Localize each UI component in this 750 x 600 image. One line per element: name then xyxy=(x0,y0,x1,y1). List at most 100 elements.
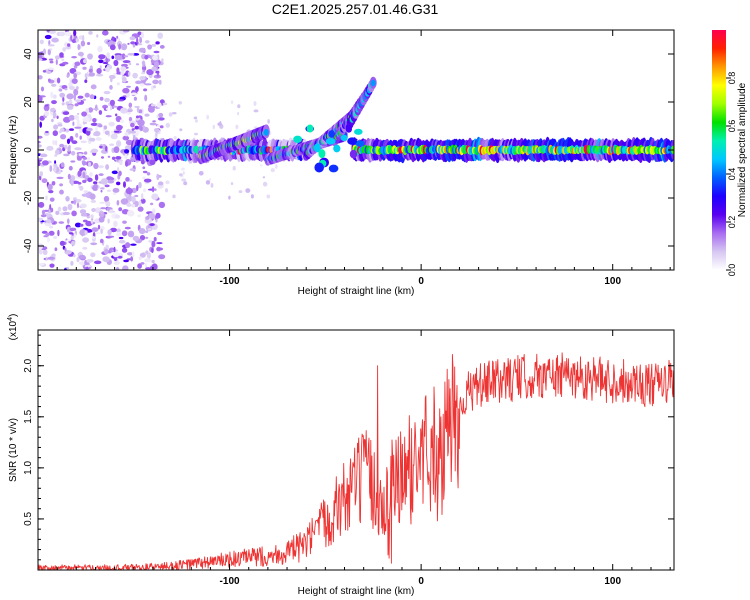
noise-dot xyxy=(74,61,81,66)
noise-dot xyxy=(49,226,54,229)
noise-dot xyxy=(50,207,54,213)
noise-dot xyxy=(73,94,77,101)
noise-dot xyxy=(73,199,77,205)
x-tick-label: 0 xyxy=(418,276,424,287)
colorbar-tick-label: 0.0 xyxy=(727,264,737,277)
noise-dot xyxy=(116,159,119,162)
noise-dot xyxy=(47,183,53,191)
noise-dot xyxy=(210,183,214,188)
noise-dot xyxy=(127,252,133,256)
noise-dot xyxy=(104,248,109,255)
noise-dot xyxy=(147,44,153,50)
figure-title: C2E1.2025.257.01.46.G31 xyxy=(272,1,439,17)
noise-dot xyxy=(88,162,91,167)
noise-dot xyxy=(98,124,103,128)
split-core xyxy=(318,149,326,159)
noise-dot xyxy=(60,128,65,132)
x-tick-label: 100 xyxy=(604,276,621,287)
noise-dot xyxy=(46,70,51,74)
noise-dot xyxy=(54,247,58,252)
noise-dot xyxy=(205,180,211,185)
split-core xyxy=(345,125,352,133)
noise-dot xyxy=(130,256,134,262)
noise-dot xyxy=(85,266,89,270)
noise-dot xyxy=(60,134,67,140)
noise-dot xyxy=(99,65,102,69)
noise-dot xyxy=(41,178,48,184)
noise-dot xyxy=(86,259,94,263)
noise-dot xyxy=(112,130,120,133)
noise-dot xyxy=(138,228,146,235)
noise-dot xyxy=(62,47,67,52)
noise-dot xyxy=(126,203,132,207)
noise-dot xyxy=(109,99,115,106)
noise-dot xyxy=(51,83,57,87)
noise-dot xyxy=(92,118,97,123)
noise-dot xyxy=(165,122,170,128)
noise-dot xyxy=(116,67,120,74)
noise-dot xyxy=(47,48,51,56)
noise-dot xyxy=(151,85,154,91)
noise-dot xyxy=(73,254,76,258)
noise-dot xyxy=(125,177,130,182)
noise-dot xyxy=(141,108,144,115)
noise-dot xyxy=(83,151,88,155)
noise-dot xyxy=(75,132,79,138)
split-core xyxy=(293,135,302,143)
noise-dot xyxy=(132,235,140,241)
noise-dot xyxy=(39,121,42,128)
noise-dot xyxy=(127,210,135,217)
noise-dot xyxy=(78,261,86,266)
noise-dot xyxy=(104,130,110,136)
noise-dot xyxy=(126,85,131,88)
noise-dot xyxy=(45,232,50,237)
noise-dot xyxy=(157,231,162,236)
noise-dot xyxy=(105,66,110,73)
noise-dot xyxy=(71,78,78,84)
noise-dot xyxy=(44,110,50,117)
noise-dot xyxy=(55,59,58,65)
noise-dot xyxy=(151,66,158,72)
noise-dot xyxy=(64,88,68,91)
noise-dot xyxy=(206,114,210,120)
noise-dot xyxy=(138,256,143,260)
noise-dot xyxy=(127,42,130,45)
split-core xyxy=(328,164,339,173)
noise-dot xyxy=(147,106,155,113)
noise-dot xyxy=(153,85,156,89)
colorbar-tick-label: 0.6 xyxy=(727,120,737,133)
noise-dot xyxy=(148,212,156,220)
noise-dot xyxy=(62,111,70,115)
noise-dot xyxy=(165,188,168,193)
noise-dot xyxy=(57,122,63,125)
noise-dot xyxy=(193,116,198,120)
noise-dot xyxy=(112,187,120,193)
noise-dot xyxy=(121,53,126,60)
noise-dot xyxy=(82,171,86,179)
noise-dot xyxy=(100,178,108,185)
noise-dot xyxy=(181,167,185,171)
noise-dot xyxy=(129,130,137,134)
noise-dot xyxy=(68,114,75,121)
noise-dot xyxy=(113,246,116,253)
y-tick-label: 2.0 xyxy=(23,358,34,372)
noise-dot xyxy=(142,166,146,169)
noise-dot xyxy=(228,195,231,200)
noise-dot xyxy=(116,82,121,86)
noise-dot xyxy=(112,251,120,258)
noise-dot xyxy=(52,139,56,146)
noise-dot xyxy=(79,223,84,227)
noise-dot xyxy=(81,193,89,197)
noise-dot xyxy=(146,172,151,176)
noise-dot xyxy=(237,104,241,109)
noise-dot xyxy=(119,252,122,256)
noise-dot xyxy=(116,200,120,206)
noise-dot xyxy=(172,112,177,115)
noise-dot xyxy=(95,137,102,141)
noise-dot xyxy=(47,44,55,47)
noise-dot xyxy=(109,106,113,111)
noise-dot xyxy=(102,30,109,36)
noise-dot xyxy=(154,188,157,191)
noise-dot xyxy=(140,262,145,265)
split-core xyxy=(347,137,357,145)
